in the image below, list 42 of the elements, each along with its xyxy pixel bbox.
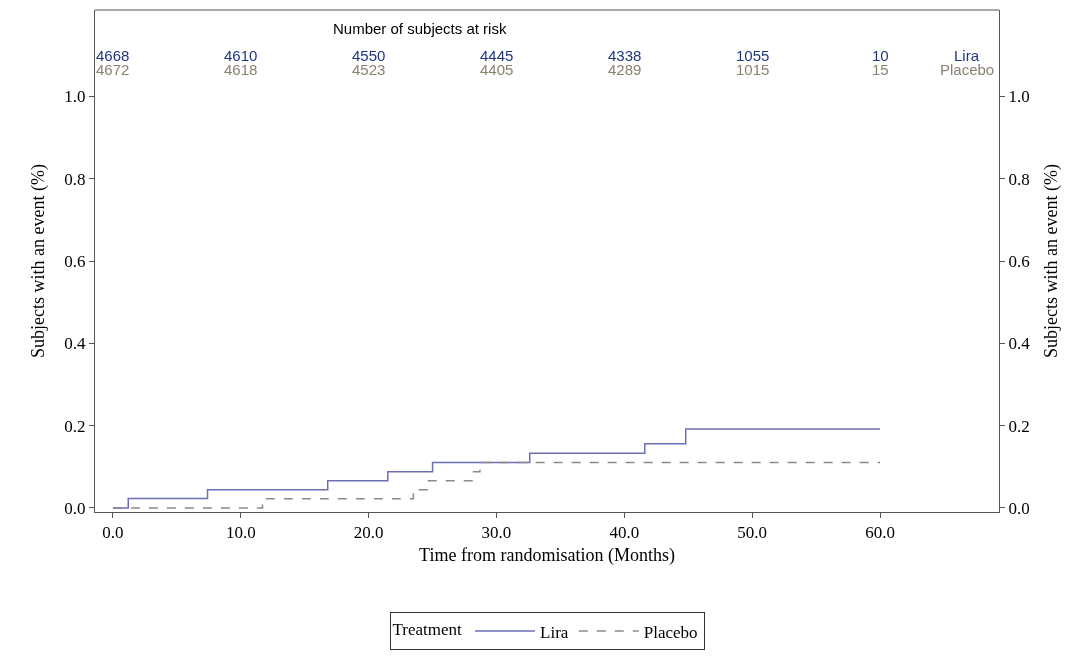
y2-tick-label: 0.6 <box>1008 251 1030 271</box>
y-tick-label: 0.6 <box>64 251 86 271</box>
y2-tick-label: 1.0 <box>1008 87 1030 107</box>
annotation: Number of subjects at risk <box>333 20 507 37</box>
legend-title: Treatment <box>392 620 463 640</box>
legend-label: Lira <box>540 622 569 642</box>
y2-tick-label: 0.8 <box>1008 169 1030 189</box>
annotation: 15 <box>872 61 889 78</box>
annotation: 4668 <box>96 47 130 64</box>
x-tick-label: 50.0 <box>737 523 768 543</box>
x-tick-label: 20.0 <box>353 523 384 543</box>
x-tick-label: 60.0 <box>865 523 895 543</box>
annotation: 4405 <box>480 61 514 78</box>
y-axis-title: Subjects with an event (%) <box>27 164 49 358</box>
y2-tick-label: 0.4 <box>1008 334 1031 354</box>
y-tick-label: 1.0 <box>64 87 86 107</box>
annotation: 4445 <box>480 47 514 64</box>
annotation: 4672 <box>96 61 130 78</box>
x-tick-label: 30.0 <box>481 523 512 543</box>
y-tick-label: 0.4 <box>64 334 87 354</box>
y2-tick-label: 0.2 <box>1008 416 1030 436</box>
x-tick-label: 0.0 <box>102 523 124 543</box>
annotation: 4289 <box>608 61 642 78</box>
y-tick-label: 0.0 <box>64 498 86 518</box>
annotation: 1055 <box>736 47 770 64</box>
y2-axis-title: Subjects with an event (%) <box>1041 164 1063 358</box>
annotation: 1015 <box>736 61 770 78</box>
y-tick-label: 0.2 <box>64 416 86 436</box>
x-tick-label: 10.0 <box>225 523 256 543</box>
annotation: Placebo <box>940 61 995 78</box>
annotation: Lira <box>954 47 980 64</box>
annotation: 4338 <box>608 47 642 64</box>
annotation: 10 <box>872 47 889 64</box>
annotation: 4523 <box>352 61 386 78</box>
y2-tick-label: 0.0 <box>1008 498 1030 518</box>
x-tick-label: 40.0 <box>609 523 640 543</box>
x-axis-title: Time from randomisation (Months) <box>419 544 675 566</box>
annotation: 4610 <box>224 47 258 64</box>
y-tick-label: 0.8 <box>64 169 86 189</box>
annotation: 4550 <box>352 47 386 64</box>
legend-label: Placebo <box>643 622 698 642</box>
annotation: 4618 <box>224 61 258 78</box>
